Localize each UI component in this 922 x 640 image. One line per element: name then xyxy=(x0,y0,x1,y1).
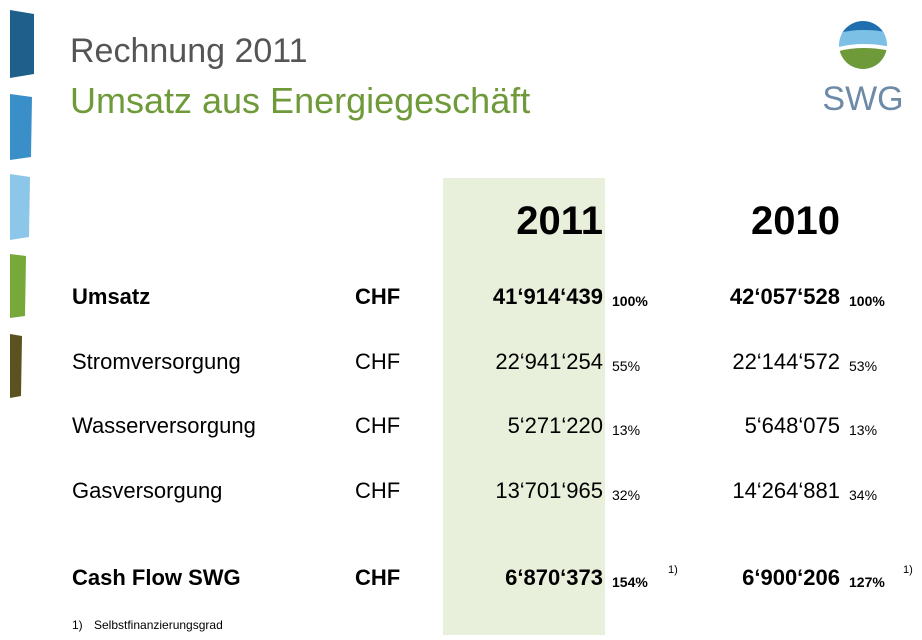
percent: 32% xyxy=(612,487,640,503)
logo: SWG xyxy=(822,21,904,118)
currency: CHF xyxy=(355,413,400,438)
percent: 34% xyxy=(849,487,877,503)
percent: 100% xyxy=(849,293,885,309)
note-marker: 1) xyxy=(903,564,913,576)
row-label: Cash Flow SWG xyxy=(72,565,241,590)
row-label: Wasserversorgung xyxy=(72,413,256,438)
percent: 100% xyxy=(612,293,648,309)
percent: 13% xyxy=(849,422,877,438)
logo-text: SWG xyxy=(822,80,903,118)
row-label: Umsatz xyxy=(72,284,150,309)
amount: 6‘900‘206 xyxy=(742,565,840,590)
bar-blue xyxy=(10,94,32,160)
bar-light-blue xyxy=(10,174,30,240)
currency: CHF xyxy=(355,478,400,503)
bar-green xyxy=(10,254,26,318)
side-bars xyxy=(10,10,34,398)
note-marker: 1) xyxy=(668,564,678,576)
amount: 6‘870‘373 xyxy=(505,565,603,590)
amount: 5‘648‘075 xyxy=(745,413,840,438)
subtitle: Umsatz aus Energiegeschäft xyxy=(70,80,530,121)
highlight-column xyxy=(443,178,605,635)
percent: 127% xyxy=(849,574,885,590)
column-header: 2011 xyxy=(516,199,603,243)
title: Rechnung 2011 xyxy=(70,32,308,70)
bar-dark-blue xyxy=(10,10,34,78)
currency: CHF xyxy=(355,349,400,374)
currency: CHF xyxy=(355,284,400,309)
percent: 154% xyxy=(612,574,648,590)
percent: 55% xyxy=(612,358,640,374)
column-header: 2010 xyxy=(751,199,840,243)
footnote-marker: 1) xyxy=(72,618,83,632)
percent: 53% xyxy=(849,358,877,374)
amount: 14‘264‘881 xyxy=(732,478,840,503)
amount: 42‘057‘528 xyxy=(730,284,840,309)
percent: 13% xyxy=(612,422,640,438)
table: 2011 2010 Umsatz CHF 41‘914‘439 100% 42‘057‘52… xyxy=(72,199,913,590)
bar-olive xyxy=(10,334,22,398)
row-label: Stromversorgung xyxy=(72,349,241,374)
footnote-text: Selbstfinanzierungsgrad xyxy=(94,618,223,632)
row-label: Gasversorgung xyxy=(72,478,222,503)
amount: 41‘914‘439 xyxy=(493,284,603,309)
amount: 22‘144‘572 xyxy=(732,349,840,374)
amount: 13‘701‘965 xyxy=(495,478,603,503)
currency: CHF xyxy=(355,565,400,590)
amount: 5‘271‘220 xyxy=(508,413,603,438)
amount: 22‘941‘254 xyxy=(495,349,603,374)
